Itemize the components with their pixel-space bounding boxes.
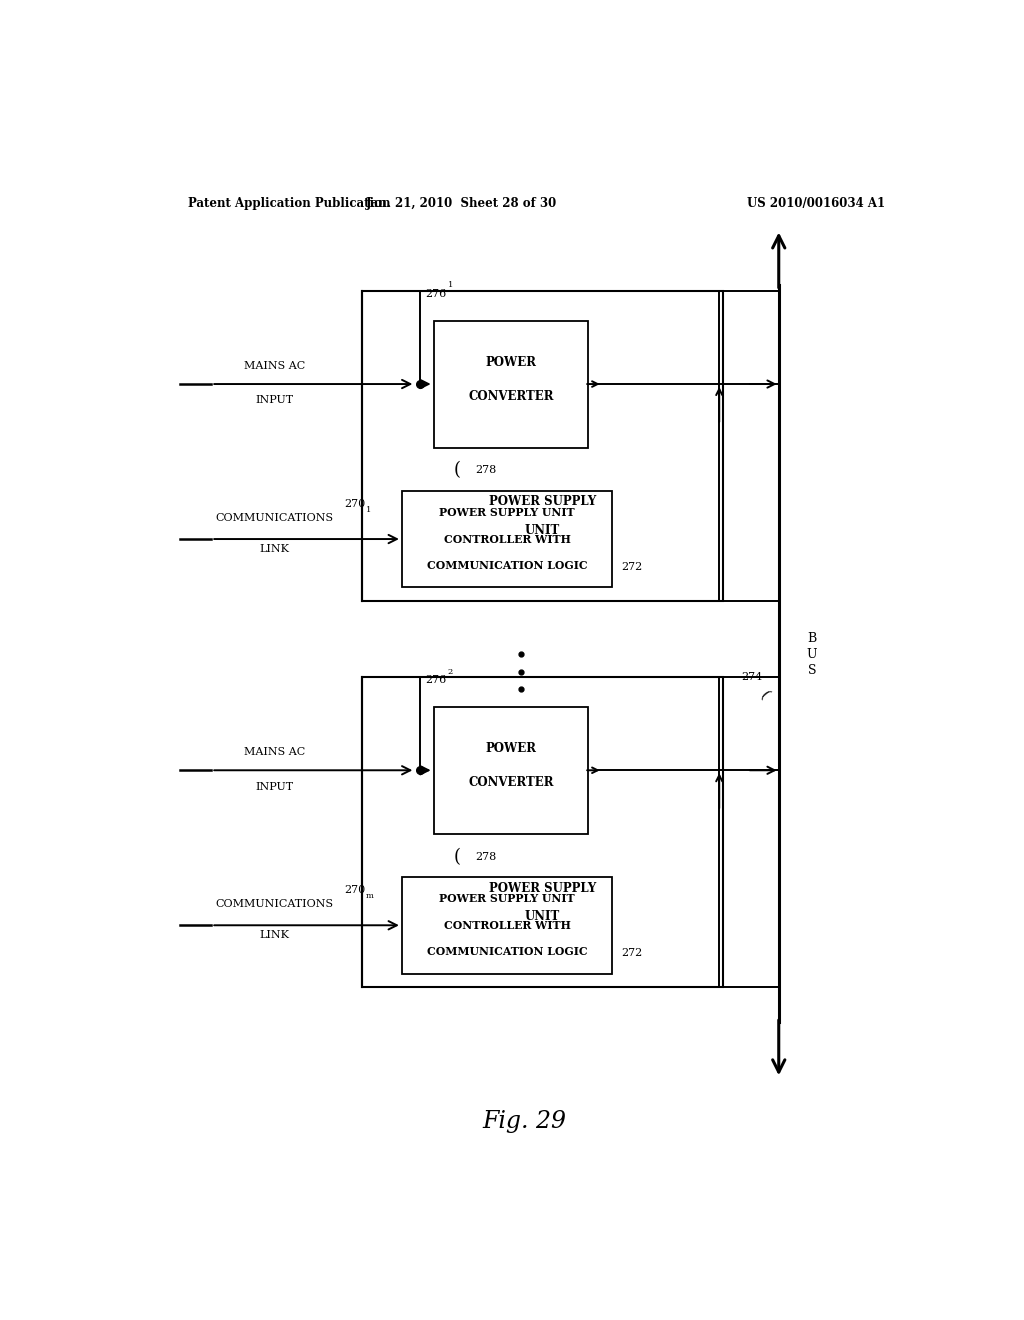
Text: 278: 278 <box>475 466 496 475</box>
Bar <box>362 290 723 601</box>
Text: MAINS AC: MAINS AC <box>244 360 305 371</box>
Text: US 2010/0016034 A1: US 2010/0016034 A1 <box>748 197 885 210</box>
Text: m: m <box>367 892 374 900</box>
Text: LINK: LINK <box>260 544 290 553</box>
Text: (: ( <box>454 847 461 866</box>
Bar <box>362 677 723 987</box>
Text: Patent Application Publication: Patent Application Publication <box>187 197 390 210</box>
Text: 272: 272 <box>622 562 643 572</box>
Text: CONVERTER: CONVERTER <box>468 776 554 789</box>
Text: CONTROLLER WITH: CONTROLLER WITH <box>443 533 570 545</box>
Text: 2: 2 <box>447 668 453 676</box>
Text: CONTROLLER WITH: CONTROLLER WITH <box>443 920 570 931</box>
Text: INPUT: INPUT <box>256 395 294 405</box>
Text: POWER SUPPLY: POWER SUPPLY <box>489 882 596 895</box>
Text: 1: 1 <box>367 506 372 513</box>
Text: (: ( <box>454 462 461 479</box>
Text: COMMUNICATIONS: COMMUNICATIONS <box>216 513 334 523</box>
Text: 278: 278 <box>475 851 496 862</box>
Bar <box>433 321 588 447</box>
Text: B
U
S: B U S <box>807 632 817 677</box>
Text: POWER SUPPLY UNIT: POWER SUPPLY UNIT <box>439 507 574 519</box>
Text: 276: 276 <box>426 675 446 685</box>
Text: Fig. 29: Fig. 29 <box>482 1110 567 1134</box>
Text: UNIT: UNIT <box>525 524 560 537</box>
Text: LINK: LINK <box>260 929 290 940</box>
Text: 276: 276 <box>426 289 446 298</box>
Text: INPUT: INPUT <box>256 781 294 792</box>
Text: 270: 270 <box>344 499 366 510</box>
Text: POWER: POWER <box>485 355 537 368</box>
Text: POWER: POWER <box>485 742 537 755</box>
Text: COMMUNICATION LOGIC: COMMUNICATION LOGIC <box>427 946 587 957</box>
Text: COMMUNICATIONS: COMMUNICATIONS <box>216 899 334 909</box>
Text: COMMUNICATION LOGIC: COMMUNICATION LOGIC <box>427 560 587 572</box>
Text: 270: 270 <box>344 886 366 895</box>
Text: MAINS AC: MAINS AC <box>244 747 305 756</box>
Text: UNIT: UNIT <box>525 909 560 923</box>
Text: CONVERTER: CONVERTER <box>468 391 554 403</box>
Text: Jan. 21, 2010  Sheet 28 of 30: Jan. 21, 2010 Sheet 28 of 30 <box>366 197 557 210</box>
Bar <box>401 876 612 974</box>
Text: (: ( <box>757 688 772 702</box>
Text: POWER SUPPLY UNIT: POWER SUPPLY UNIT <box>439 894 574 904</box>
Text: 274: 274 <box>741 672 763 681</box>
Text: POWER SUPPLY: POWER SUPPLY <box>489 495 596 508</box>
Bar <box>433 708 588 834</box>
Text: 272: 272 <box>622 948 643 958</box>
Text: 1: 1 <box>447 281 454 289</box>
Bar <box>401 491 612 587</box>
